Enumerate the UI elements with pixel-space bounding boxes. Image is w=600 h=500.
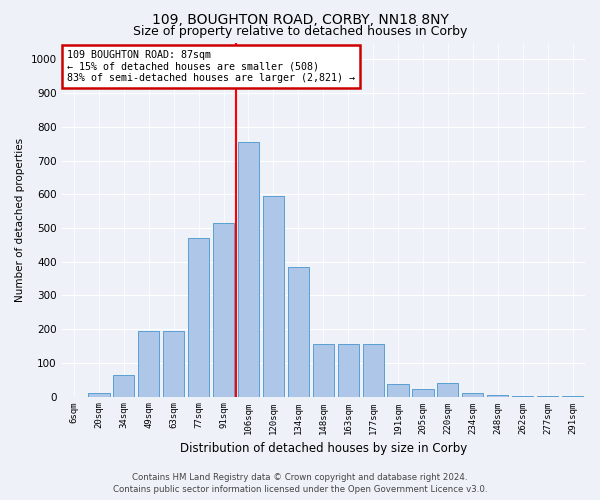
Bar xyxy=(288,266,309,396)
Bar xyxy=(138,331,160,396)
Text: Size of property relative to detached houses in Corby: Size of property relative to detached ho… xyxy=(133,25,467,38)
Bar xyxy=(338,344,359,397)
Bar xyxy=(362,344,384,397)
Bar xyxy=(462,393,484,396)
Bar xyxy=(213,223,234,396)
Text: 109 BOUGHTON ROAD: 87sqm
← 15% of detached houses are smaller (508)
83% of semi-: 109 BOUGHTON ROAD: 87sqm ← 15% of detach… xyxy=(67,50,355,83)
Bar xyxy=(388,384,409,396)
Text: 109, BOUGHTON ROAD, CORBY, NN18 8NY: 109, BOUGHTON ROAD, CORBY, NN18 8NY xyxy=(152,12,448,26)
Bar xyxy=(113,374,134,396)
Bar xyxy=(412,389,434,396)
Text: Contains HM Land Registry data © Crown copyright and database right 2024.
Contai: Contains HM Land Registry data © Crown c… xyxy=(113,472,487,494)
Bar xyxy=(88,393,110,396)
X-axis label: Distribution of detached houses by size in Corby: Distribution of detached houses by size … xyxy=(179,442,467,455)
Y-axis label: Number of detached properties: Number of detached properties xyxy=(15,138,25,302)
Bar xyxy=(437,383,458,396)
Bar xyxy=(487,395,508,396)
Bar xyxy=(163,331,184,396)
Bar xyxy=(263,196,284,396)
Bar xyxy=(313,344,334,397)
Bar xyxy=(238,142,259,397)
Bar xyxy=(188,238,209,396)
